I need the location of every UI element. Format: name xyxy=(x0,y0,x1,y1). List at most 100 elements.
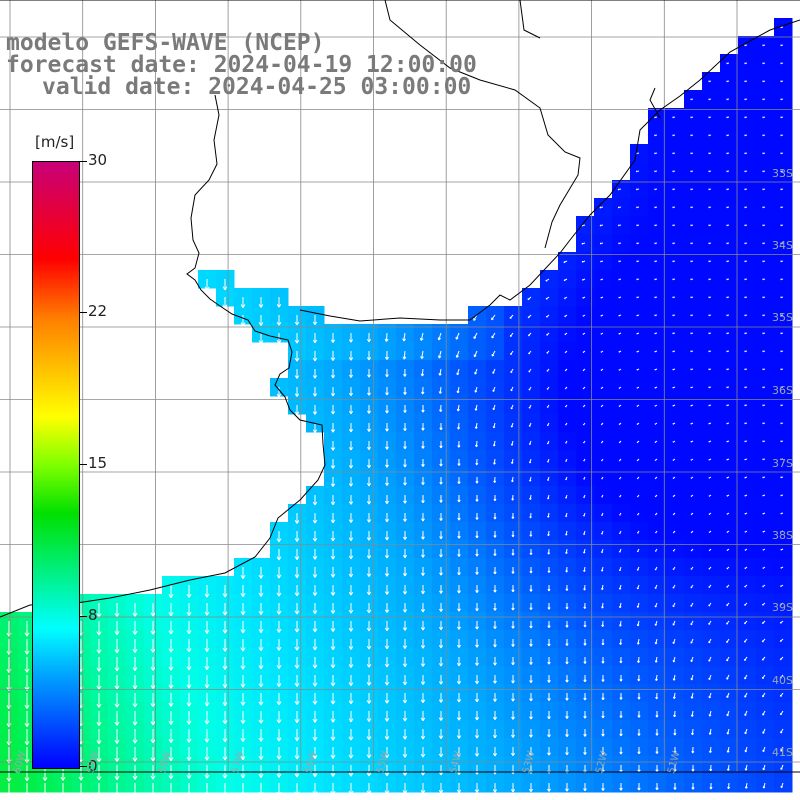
wind-arrow xyxy=(330,621,336,632)
wind-arrow xyxy=(582,368,586,372)
wind-arrow xyxy=(565,458,568,462)
wind-arrow xyxy=(708,260,712,263)
wind-arrow xyxy=(330,531,336,542)
wind-arrow xyxy=(636,638,640,645)
wind-arrow xyxy=(545,278,550,282)
wind-arrow xyxy=(672,566,676,571)
wind-arrow xyxy=(294,531,300,542)
wind-arrow xyxy=(222,711,228,725)
wind-speed-cell xyxy=(630,414,649,433)
wind-arrow xyxy=(654,260,658,263)
wind-arrow xyxy=(24,675,30,691)
wind-arrow xyxy=(690,116,694,119)
wind-speed-cell xyxy=(666,162,685,181)
wind-arrow xyxy=(726,296,730,299)
wind-arrow xyxy=(726,206,730,209)
wind-arrow xyxy=(762,512,766,515)
wind-arrow xyxy=(690,386,694,389)
wind-arrow xyxy=(330,513,336,524)
wind-arrow xyxy=(240,765,246,779)
wind-arrow xyxy=(708,512,712,515)
colorbar-tick-8: 8 xyxy=(88,606,98,624)
wind-arrow xyxy=(294,621,300,633)
wind-arrow xyxy=(384,531,390,541)
wind-arrow xyxy=(366,783,372,795)
wind-arrow xyxy=(636,386,640,389)
wind-arrow xyxy=(708,386,712,389)
wind-arrow xyxy=(708,476,712,479)
wind-arrow xyxy=(240,639,246,652)
wind-arrow xyxy=(421,567,425,576)
wind-arrow xyxy=(565,693,569,701)
wind-arrow xyxy=(654,296,658,299)
wind-arrow xyxy=(601,783,605,791)
wind-arrow xyxy=(402,639,408,649)
wind-arrow xyxy=(403,477,407,486)
wind-arrow xyxy=(654,620,658,626)
wind-arrow xyxy=(690,242,694,245)
wind-arrow xyxy=(744,566,748,570)
wind-arrow xyxy=(258,765,264,778)
wind-arrow xyxy=(708,134,712,137)
wind-arrow xyxy=(114,657,120,672)
wind-speed-cell xyxy=(756,180,775,199)
wind-arrow xyxy=(726,548,730,552)
wind-speed-cell xyxy=(774,630,793,649)
wind-arrow xyxy=(601,476,604,480)
wind-arrow xyxy=(258,747,264,760)
wind-arrow xyxy=(690,152,694,155)
wind-arrow xyxy=(690,692,694,699)
wind-arrow xyxy=(618,314,622,317)
wind-arrow xyxy=(312,405,318,415)
wind-arrow xyxy=(132,783,138,798)
wind-speed-cell xyxy=(774,54,793,73)
wind-arrow xyxy=(240,585,246,597)
colorbar-tickmark xyxy=(79,161,87,162)
wind-arrow xyxy=(601,693,605,701)
lat-label: 39S xyxy=(772,601,793,614)
wind-arrow xyxy=(547,783,551,792)
wind-arrow xyxy=(726,314,730,317)
wind-arrow xyxy=(348,459,354,469)
wind-arrow xyxy=(511,549,515,556)
wind-arrow xyxy=(348,657,354,668)
wind-arrow xyxy=(330,441,336,451)
wind-arrow xyxy=(493,531,497,538)
wind-speed-cell xyxy=(738,432,757,451)
wind-speed-cell xyxy=(774,378,793,397)
wind-arrow xyxy=(493,657,497,666)
wind-arrow xyxy=(708,494,712,497)
wind-arrow xyxy=(456,368,460,376)
wind-speed-cell xyxy=(738,72,757,91)
wind-speed-cell xyxy=(774,450,793,469)
wind-speed-cell xyxy=(648,324,667,343)
wind-speed-cell xyxy=(738,504,757,523)
wind-arrow xyxy=(474,404,478,411)
wind-arrow xyxy=(673,765,677,772)
wind-arrow xyxy=(294,729,300,742)
wind-arrow xyxy=(744,476,748,479)
wind-arrow xyxy=(636,566,640,571)
wind-arrow xyxy=(672,656,676,663)
wind-arrow xyxy=(24,639,30,655)
wind-speed-cell xyxy=(630,198,649,217)
wind-arrow xyxy=(672,314,676,317)
wind-speed-cell xyxy=(612,252,631,271)
wind-arrow xyxy=(600,368,604,371)
wind-arrow xyxy=(564,386,568,390)
wind-arrow xyxy=(348,603,354,614)
wind-arrow xyxy=(475,621,479,630)
wind-arrow xyxy=(204,747,210,761)
wind-arrow xyxy=(762,782,766,789)
wind-arrow xyxy=(708,332,712,335)
wind-arrow xyxy=(726,62,730,65)
wind-arrow xyxy=(366,711,372,722)
wind-arrow xyxy=(330,711,336,723)
wind-arrow xyxy=(493,621,497,630)
wind-speed-cell xyxy=(684,306,703,325)
wind-arrow xyxy=(762,566,766,569)
colorbar-tickmark xyxy=(79,616,87,617)
wind-arrow xyxy=(330,459,336,469)
valid-date: valid date: 2024-04-25 03:00:00 xyxy=(42,74,472,100)
wind-arrow xyxy=(780,260,784,263)
